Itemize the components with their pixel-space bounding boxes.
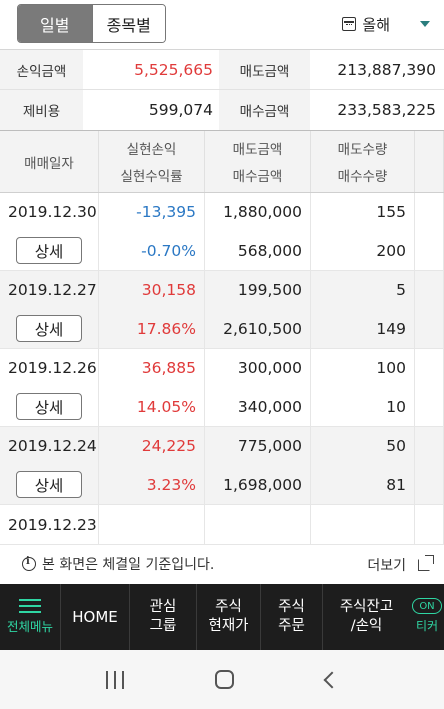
- buy-qty: 10: [386, 397, 406, 416]
- sell-amount-label: 매도금액: [219, 50, 310, 89]
- info-icon: [22, 556, 36, 571]
- fee-value: 599,074: [148, 101, 213, 119]
- fee-label: 제비용: [0, 90, 83, 130]
- menu-all-label: 전체메뉴: [6, 618, 53, 634]
- table-row: 2019.12.30 상세 -13,395 -0.70% 1,880,000 5…: [0, 193, 444, 271]
- buy-qty: 149: [376, 319, 406, 338]
- summary-panel: 손익금액 5,525,665 매도금액 213,887,390 제비용 599,…: [0, 49, 444, 131]
- table-row: 2019.12.23: [0, 505, 444, 545]
- menu-all[interactable]: 전체메뉴: [0, 584, 61, 650]
- trade-date: 2019.12.24: [8, 437, 97, 456]
- more-label: 더보기: [367, 558, 406, 574]
- header-qty: 매도수량 매수수량: [311, 131, 415, 192]
- detail-button[interactable]: 상세: [16, 237, 82, 264]
- top-bar: 일별 종목별 올해: [0, 0, 444, 50]
- menu-stock-price[interactable]: 주식 현재가: [197, 584, 261, 650]
- profit-label: 손익금액: [0, 50, 83, 89]
- sell-amount: 775,000: [237, 437, 302, 456]
- trade-date: 2019.12.23: [8, 515, 97, 534]
- realized-rate: 17.86%: [136, 319, 196, 338]
- tab-by-stock[interactable]: 종목별: [91, 5, 165, 42]
- ticker-toggle[interactable]: ON 티커: [410, 584, 444, 650]
- detail-button[interactable]: 상세: [16, 315, 82, 342]
- buy-qty: 200: [376, 241, 406, 260]
- dropdown-caret-icon: [420, 21, 430, 27]
- realized-pnl: 36,885: [141, 359, 196, 378]
- realized-pnl: -13,395: [136, 203, 196, 222]
- table-row: 2019.12.27 상세 30,158 17.86% 199,500 2,61…: [0, 271, 444, 349]
- ticker-label: 티커: [415, 619, 439, 633]
- detail-button[interactable]: 상세: [16, 471, 82, 498]
- notice-bar: 본 화면은 체결일 기준입니다. 더보기: [0, 545, 444, 583]
- ticker-on-switch: ON: [412, 598, 442, 614]
- sell-amount: 1,880,000: [223, 203, 302, 222]
- buy-amount-value: 233,583,225: [337, 101, 436, 119]
- sell-amount-value: 213,887,390: [337, 60, 436, 79]
- recents-icon[interactable]: [105, 670, 124, 689]
- buy-amount: 568,000: [237, 241, 302, 260]
- menu-interest-group[interactable]: 관심 그룹: [130, 584, 197, 650]
- home-icon[interactable]: [215, 670, 235, 689]
- table-header: 매매일자 실현손익 실현수익률 매도금액 매수금액 매도수량 매수수량: [0, 131, 444, 193]
- trade-date: 2019.12.26: [8, 359, 97, 378]
- buy-amount: 1,698,000: [223, 475, 302, 494]
- back-icon[interactable]: [323, 671, 341, 688]
- realized-pnl: 24,225: [141, 437, 196, 456]
- sell-qty: 100: [376, 359, 406, 378]
- period-label: 올해: [362, 15, 390, 34]
- header-amount: 매도금액 매수금액: [205, 131, 311, 192]
- header-date: 매매일자: [0, 131, 99, 192]
- external-link-icon: [418, 555, 434, 571]
- system-nav-bar: [0, 650, 444, 709]
- realized-rate: 14.05%: [136, 397, 196, 416]
- sell-qty: 50: [386, 437, 406, 456]
- sell-amount: 300,000: [237, 359, 302, 378]
- table-row: 2019.12.26 상세 36,885 14.05% 300,000 340,…: [0, 349, 444, 427]
- buy-amount-label: 매수금액: [219, 90, 310, 130]
- hamburger-icon: [19, 598, 41, 613]
- menu-stock-order[interactable]: 주식 주문: [261, 584, 323, 650]
- menu-home-label: HOME: [72, 607, 118, 626]
- calendar-icon: [342, 17, 357, 31]
- buy-amount: 2,610,500: [223, 319, 302, 338]
- notice-text: 본 화면은 체결일 기준입니다.: [42, 557, 215, 573]
- profit-value: 5,525,665: [134, 60, 213, 79]
- detail-button[interactable]: 상세: [16, 393, 82, 420]
- tab-daily[interactable]: 일별: [18, 5, 92, 42]
- sell-amount: 199,500: [237, 281, 302, 300]
- view-toggle: 일별 종목별: [17, 4, 166, 43]
- realized-pnl: 30,158: [141, 281, 196, 300]
- trade-date: 2019.12.27: [8, 281, 97, 300]
- buy-qty: 81: [386, 475, 406, 494]
- sell-qty: 5: [396, 281, 406, 300]
- period-selector[interactable]: 올해: [342, 10, 430, 38]
- sell-qty: 155: [376, 203, 406, 222]
- menu-home[interactable]: HOME: [61, 584, 130, 650]
- table-row: 2019.12.24 상세 24,225 3.23% 775,000 1,698…: [0, 427, 444, 505]
- trade-history-table[interactable]: 매매일자 실현손익 실현수익률 매도금액 매수금액 매도수량 매수수량 2019.12…: [0, 131, 444, 545]
- header-pnl: 실현손익 실현수익률: [99, 131, 205, 192]
- bottom-menu: 전체메뉴 HOME 관심 그룹 주식 현재가 주식 주문 주식잔고 /손익 ON…: [0, 584, 444, 650]
- menu-balance[interactable]: 주식잔고 /손익: [339, 599, 394, 634]
- buy-amount: 340,000: [237, 397, 302, 416]
- more-link[interactable]: 더보기: [367, 555, 434, 575]
- trade-date: 2019.12.30: [8, 203, 97, 222]
- realized-rate: 3.23%: [146, 475, 196, 494]
- realized-rate: -0.70%: [141, 241, 196, 260]
